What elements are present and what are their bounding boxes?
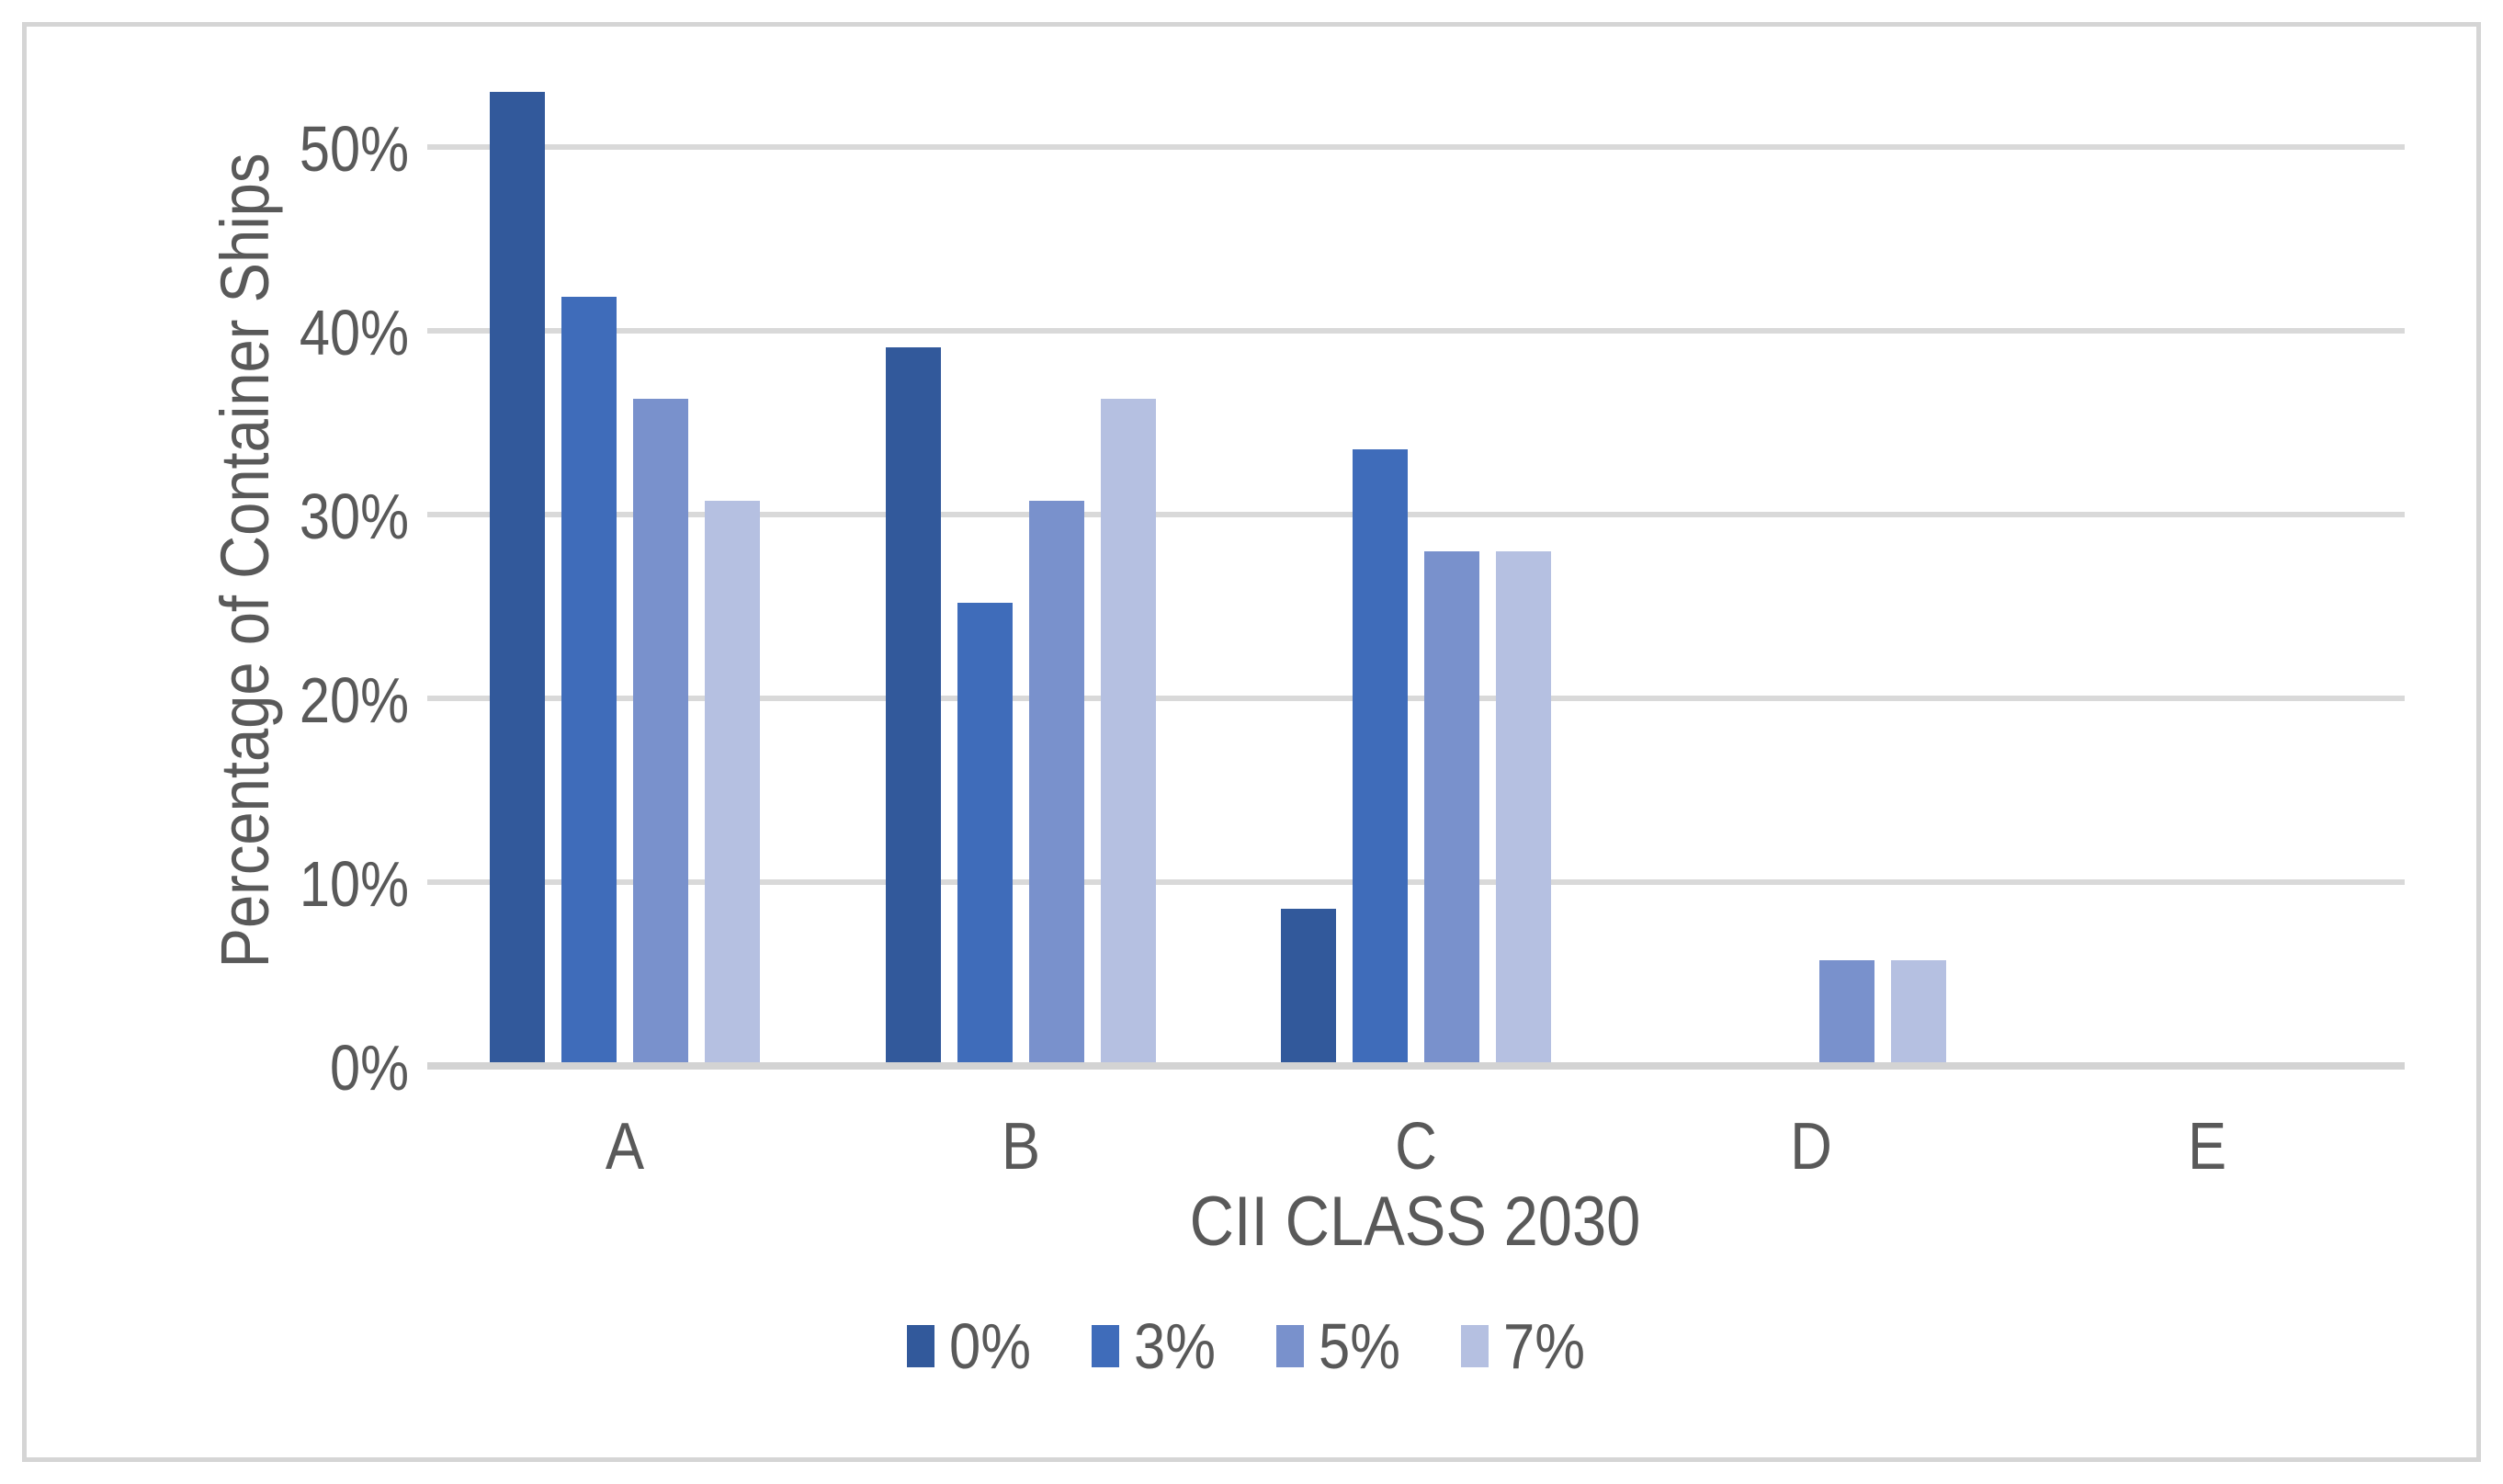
legend-label-5%: 5% [1319, 1310, 1401, 1382]
bar-A-7% [705, 500, 761, 1062]
legend-label-7%: 7% [1503, 1310, 1586, 1382]
y-tick-label-10%: 10% [299, 848, 409, 920]
legend-label-0%: 0% [948, 1310, 1031, 1382]
gridline-30% [427, 512, 2405, 517]
bar-group-B [885, 51, 1156, 1062]
legend-item-0%: 0% [906, 1310, 1042, 1382]
legend-swatch-5% [1276, 1325, 1304, 1367]
legend-label-3%: 3% [1133, 1310, 1216, 1382]
y-tick-label-30%: 30% [299, 481, 409, 552]
legend-swatch-3% [1091, 1325, 1119, 1367]
bar-C-0% [1281, 909, 1336, 1062]
legend-swatch-0% [906, 1325, 934, 1367]
y-tick-label-50%: 50% [299, 113, 409, 185]
bar-C-7% [1496, 551, 1551, 1062]
bar-B-0% [885, 347, 941, 1062]
bar-group-C [1281, 51, 1551, 1062]
legend-item-3%: 3% [1091, 1310, 1227, 1382]
bar-B-5% [1028, 500, 1084, 1062]
bar-group-E [2072, 51, 2342, 1062]
category-label-E: E [2187, 1110, 2226, 1184]
bar-B-7% [1100, 398, 1156, 1062]
legend-swatch-7% [1461, 1325, 1489, 1367]
gridline-20% [427, 696, 2405, 701]
y-tick-label-40%: 40% [299, 297, 409, 368]
bar-group-A [490, 51, 761, 1062]
bar-B-3% [957, 603, 1013, 1062]
bar-C-5% [1424, 551, 1479, 1062]
category-label-A: A [606, 1110, 645, 1184]
y-tick-label-0%: 0% [330, 1032, 409, 1104]
x-axis-line [427, 1062, 2405, 1070]
bar-A-0% [490, 92, 546, 1062]
bar-A-3% [561, 296, 617, 1062]
category-label-B: B [1001, 1110, 1040, 1184]
bar-A-5% [633, 398, 689, 1062]
x-axis-title: CII CLASS 2030 [1189, 1183, 1641, 1261]
bar-C-3% [1353, 449, 1408, 1062]
legend-item-5%: 5% [1276, 1314, 1411, 1378]
category-label-D: D [1790, 1110, 1833, 1184]
plot-area [427, 55, 2405, 1066]
gridline-40% [427, 328, 2405, 334]
bar-group-D [1676, 51, 1947, 1062]
gridline-50% [427, 144, 2405, 150]
y-tick-label-20%: 20% [299, 664, 409, 736]
figure-border [22, 22, 2481, 1462]
bar-D-7% [1891, 959, 1947, 1062]
category-label-C: C [1395, 1110, 1437, 1184]
legend: 0% 3% 5% 7% [0, 1314, 2503, 1378]
gridline-10% [427, 879, 2405, 885]
legend-item-7%: 7% [1461, 1314, 1596, 1378]
bar-D-5% [1819, 959, 1875, 1062]
